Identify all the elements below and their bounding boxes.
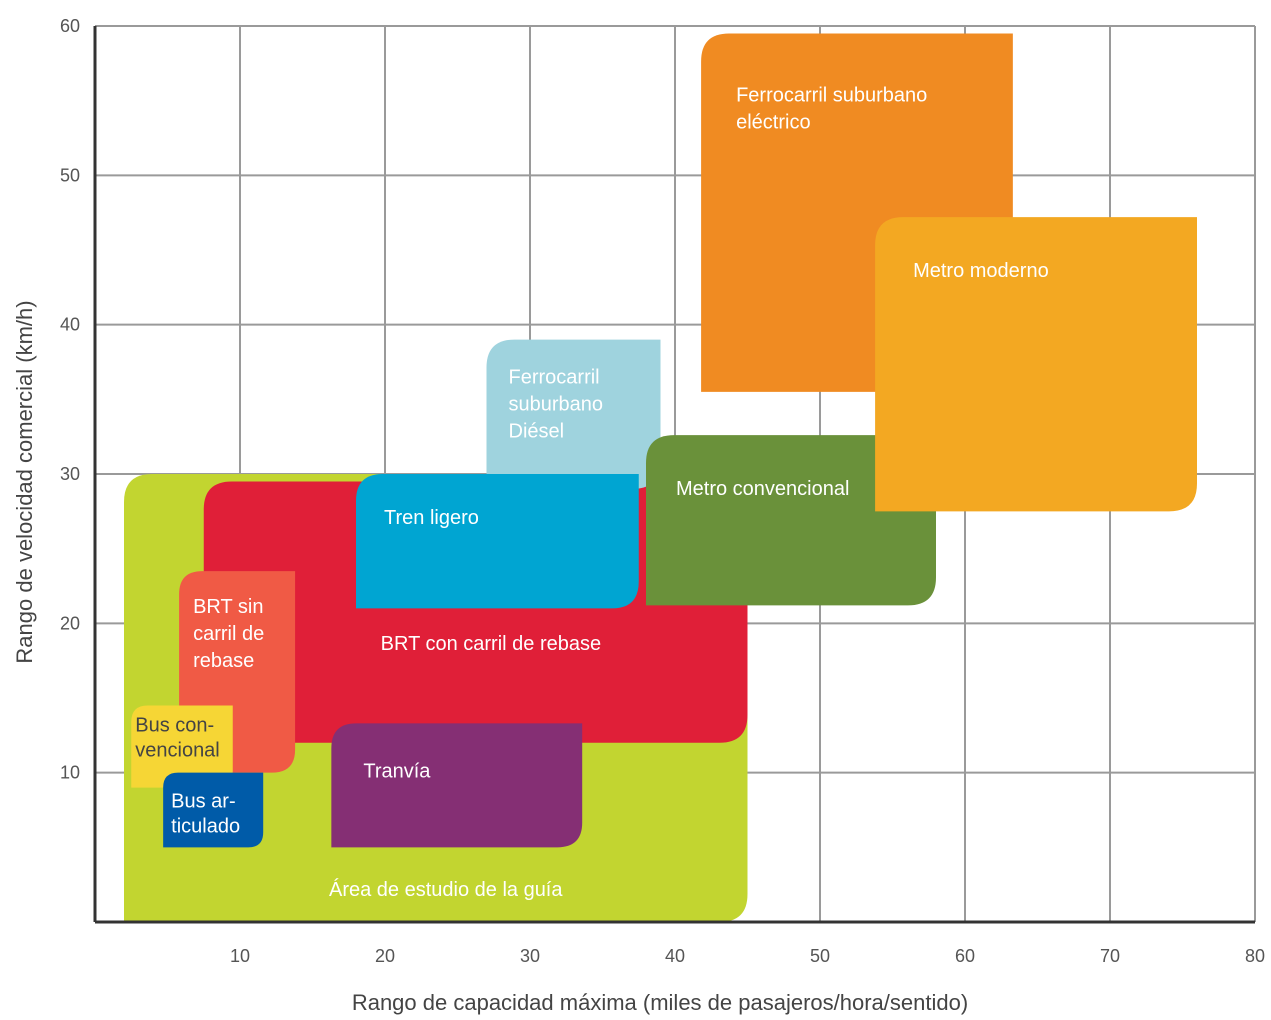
region-shape-metro-convencional — [646, 435, 936, 606]
region-ferrocarril-diesel: Ferrocarril suburbano Diésel — [486, 339, 661, 489]
y-tick-label: 20 — [60, 613, 80, 633]
region-label-line: Área de estudio de la guía — [329, 878, 563, 901]
region-label-ferrocarril-diesel: Ferrocarril suburbano Diésel — [509, 367, 604, 443]
region-label-line: Tren ligero — [384, 507, 479, 529]
region-metro-convencional: Metro convencional — [646, 435, 936, 606]
region-label-line: Bus ar- — [171, 791, 235, 813]
region-label-line: ticulado — [171, 816, 240, 838]
y-axis-title: Rango de velocidad comercial (km/h) — [12, 300, 37, 663]
region-label-brt-sin-rebase: BRT sin carril de rebase — [193, 596, 264, 672]
region-metro-moderno: Metro moderno — [875, 217, 1197, 512]
y-tick-label: 50 — [60, 165, 80, 185]
x-tick-label: 10 — [230, 946, 250, 966]
region-label-line: eléctrico — [736, 111, 810, 133]
y-tick-label: 40 — [60, 315, 80, 335]
region-label-tren-ligero: Tren ligero — [384, 507, 479, 529]
x-tick-label: 50 — [810, 946, 830, 966]
y-tick-label: 30 — [60, 464, 80, 484]
region-label-line: vencional — [135, 739, 220, 761]
region-label-line: Metro convencional — [676, 478, 849, 500]
x-tick-label: 40 — [665, 946, 685, 966]
region-shape-bus-articulado — [163, 772, 264, 848]
y-tick-label: 10 — [60, 763, 80, 783]
region-tren-ligero: Tren ligero — [356, 474, 639, 609]
region-label-bus-convencional: Bus con-vencional — [135, 714, 220, 761]
region-label-brt-rebase: BRT con carril de rebase — [381, 633, 601, 655]
region-shape-bus-convencional — [131, 705, 233, 788]
region-bus-convencional: Bus con-vencional — [131, 705, 233, 788]
region-label-line: Bus con- — [135, 714, 214, 736]
region-label-tranvia: Tranvía — [363, 760, 431, 782]
region-shape-tren-ligero — [356, 474, 639, 609]
tick-labels: 10 20 30 40 50 60 70 80 10 20 30 40 50 60 — [60, 16, 1265, 966]
x-tick-label: 70 — [1100, 946, 1120, 966]
region-label-bus-articulado: Bus ar-ticulado — [171, 791, 240, 838]
region-label-area-estudio: Área de estudio de la guía — [329, 878, 563, 901]
region-label-metro-convencional: Metro convencional — [676, 478, 849, 500]
region-label-line: rebase — [193, 650, 254, 672]
x-tick-label: 60 — [955, 946, 975, 966]
region-shape-ferrocarril-diesel — [486, 339, 661, 489]
region-label-ferrocarril-electrico: Ferrocarril suburbano eléctrico — [736, 84, 927, 133]
region-label-line: suburbano — [509, 394, 604, 416]
region-tranvia: Tranvía — [331, 723, 583, 848]
region-label-line: Metro moderno — [913, 260, 1049, 282]
region-label-line: BRT con carril de rebase — [381, 633, 601, 655]
x-axis-title: Rango de capacidad máxima (miles de pasa… — [352, 990, 968, 1015]
region-label-line: Ferrocarril — [509, 367, 600, 389]
x-tick-label: 80 — [1245, 946, 1265, 966]
regions: Área de estudio de la guía BRT con carril… — [124, 33, 1197, 922]
region-bus-articulado: Bus ar-ticulado — [163, 772, 264, 848]
x-tick-label: 20 — [375, 946, 395, 966]
region-label-line: Ferrocarril suburbano — [736, 84, 927, 106]
region-shape-tranvia — [331, 723, 583, 848]
region-label-line: carril de — [193, 623, 264, 645]
region-label-line: BRT sin — [193, 596, 263, 618]
region-label-line: Diésel — [509, 421, 565, 443]
region-label-metro-moderno: Metro moderno — [913, 260, 1049, 282]
region-shape-metro-moderno — [875, 217, 1197, 512]
x-tick-label: 30 — [520, 946, 540, 966]
region-label-line: Tranvía — [363, 760, 431, 782]
y-tick-label: 60 — [60, 16, 80, 36]
axes — [93, 26, 1255, 924]
